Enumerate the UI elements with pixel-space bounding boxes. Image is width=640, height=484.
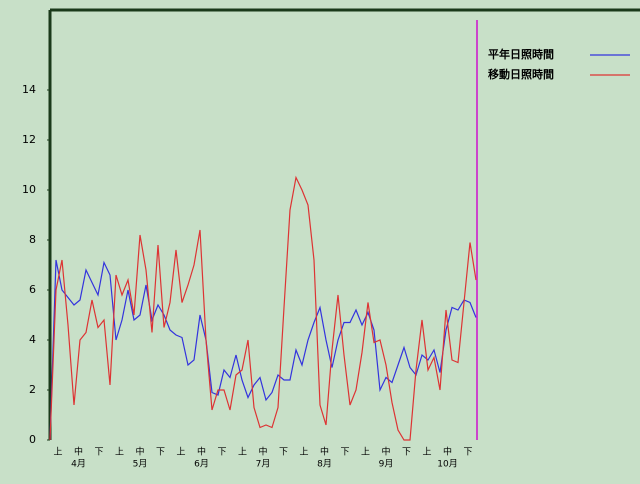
- x-tick-label: 中: [443, 446, 452, 458]
- x-tick-label: 上: [299, 447, 308, 458]
- y-tick-label: 8: [29, 233, 36, 246]
- x-tick-label: 下: [402, 448, 411, 458]
- x-tick-label: 下: [463, 448, 472, 458]
- x-tick-label: 下: [217, 448, 226, 458]
- month-label: 7月: [256, 459, 271, 470]
- x-tick-label: 中: [320, 446, 329, 458]
- x-tick-label: 中: [381, 446, 390, 458]
- series-line: [49, 259, 477, 441]
- x-tick-label: 中: [74, 446, 83, 458]
- x-tick-label: 下: [156, 448, 165, 458]
- x-tick-label: 上: [176, 447, 185, 458]
- y-tick-label: 12: [22, 133, 36, 146]
- y-tick-label: 4: [29, 333, 36, 346]
- x-tick-label: 中: [135, 446, 144, 458]
- x-tick-label: 中: [197, 446, 206, 458]
- y-tick-label: 2: [29, 383, 36, 396]
- month-label: 5月: [133, 459, 148, 470]
- x-tick-label: 上: [361, 447, 370, 458]
- x-tick-label: 上: [238, 447, 247, 458]
- series-line: [49, 175, 477, 441]
- legend-label: 移動日照時間: [488, 67, 554, 81]
- month-label: 6月: [194, 459, 209, 470]
- x-tick-label: 上: [53, 447, 62, 458]
- x-tick-label: 上: [115, 447, 124, 458]
- x-tick-label: 中: [258, 446, 267, 458]
- y-tick-label: 6: [29, 283, 36, 296]
- x-tick-label: 下: [340, 448, 349, 458]
- y-tick-label: 0: [29, 433, 36, 446]
- month-label: 10月: [437, 459, 457, 470]
- x-tick-label: 下: [279, 448, 288, 458]
- x-tick-label: 下: [94, 448, 103, 458]
- y-tick-label: 10: [22, 183, 36, 196]
- month-label: 4月: [71, 459, 86, 470]
- legend-label: 平年日照時間: [488, 47, 554, 61]
- x-tick-label: 上: [422, 447, 431, 458]
- y-tick-label: 14: [22, 83, 36, 96]
- month-label: 8月: [317, 459, 332, 470]
- month-label: 9月: [379, 459, 394, 470]
